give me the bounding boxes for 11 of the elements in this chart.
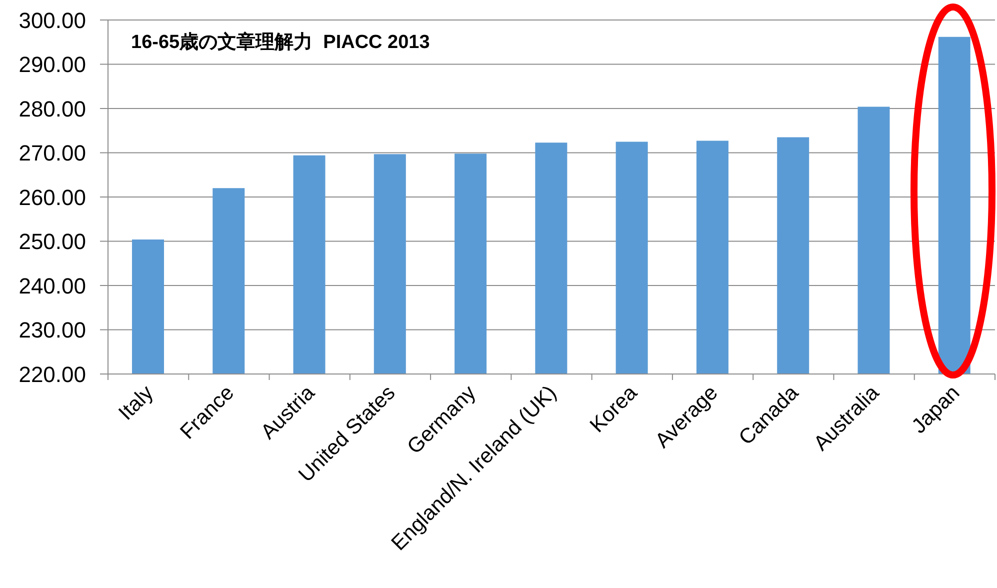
y-tick-label: 270.00 [18,140,86,166]
text: 16-65歳の文章理解力 PIACC 2013 [131,30,430,55]
y-tick-label: 290.00 [18,52,86,78]
y-tick-label: 260.00 [18,184,86,210]
y-tick-label: 250.00 [18,229,86,254]
y-tick-label: 280.00 [18,96,86,122]
y-tick-label: 220.00 [18,362,86,387]
x-tick-label: Italy [114,380,158,425]
y-tick-label: 300.00 [18,8,86,33]
y-tick-label: 230.00 [18,318,86,343]
y-tick-label: 240.00 [18,273,86,298]
